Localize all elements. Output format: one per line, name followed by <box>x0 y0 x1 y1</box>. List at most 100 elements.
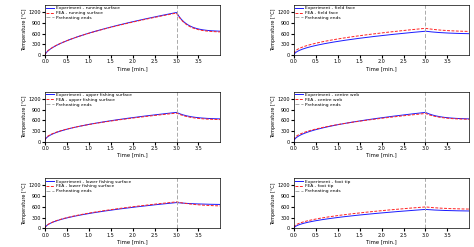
Preheating ends <box>423 140 428 143</box>
Preheating ends <box>173 227 179 230</box>
Line: FEA - running surface: FEA - running surface <box>45 13 220 55</box>
FEA - centre web <box>435 116 441 119</box>
FEA - field face <box>463 30 468 33</box>
Experiment - centre web <box>422 111 428 114</box>
Line: Experiment - running surface: Experiment - running surface <box>45 13 220 55</box>
FEA - centre web <box>463 118 468 121</box>
Preheating ends <box>173 227 179 230</box>
Experiment - running surface <box>218 30 223 33</box>
Preheating ends <box>173 54 179 57</box>
FEA - field face <box>466 30 472 33</box>
FEA - upper fishing surface <box>127 117 132 120</box>
FEA - lower fishing surface <box>146 203 152 206</box>
Experiment - centre web <box>466 117 472 120</box>
Legend: Experiment - lower fishing surface, FEA - lower fishing surface, Preheating ends: Experiment - lower fishing surface, FEA … <box>46 179 131 194</box>
Preheating ends <box>423 227 428 230</box>
Experiment - foot tip <box>386 211 392 214</box>
Experiment - lower fishing surface <box>214 203 219 206</box>
Line: FEA - centre web: FEA - centre web <box>294 113 469 140</box>
FEA - upper fishing surface <box>218 118 223 121</box>
X-axis label: Time [min.]: Time [min.] <box>117 239 148 244</box>
Preheating ends <box>423 140 428 143</box>
FEA - upper fishing surface <box>126 117 131 120</box>
FEA - lower fishing surface <box>186 203 192 206</box>
FEA - foot tip <box>463 207 468 210</box>
Y-axis label: Temperature [°C]: Temperature [°C] <box>22 9 27 51</box>
Experiment - centre web <box>395 114 401 117</box>
Experiment - running surface <box>186 24 192 27</box>
FEA - upper fishing surface <box>137 116 143 119</box>
FEA - foot tip <box>422 206 428 208</box>
FEA - foot tip <box>395 208 401 211</box>
FEA - upper fishing surface <box>42 139 48 142</box>
FEA - lower fishing surface <box>127 206 132 209</box>
Line: FEA - field face: FEA - field face <box>294 28 469 54</box>
FEA - running surface <box>173 12 179 15</box>
Experiment - lower fishing surface <box>126 206 131 209</box>
Experiment - centre web <box>435 115 441 118</box>
Experiment - upper fishing surface <box>214 117 219 120</box>
Experiment - upper fishing surface <box>173 111 179 114</box>
FEA - centre web <box>466 118 472 121</box>
Experiment - field face <box>386 33 392 36</box>
Experiment - field face <box>374 35 380 38</box>
Preheating ends <box>423 227 428 230</box>
FEA - field face <box>375 32 381 35</box>
Y-axis label: Temperature [°C]: Temperature [°C] <box>271 95 276 138</box>
FEA - centre web <box>291 138 297 141</box>
Experiment - centre web <box>375 117 381 120</box>
Experiment - running surface <box>42 54 48 57</box>
Experiment - running surface <box>126 21 131 24</box>
Experiment - lower fishing surface <box>42 227 48 230</box>
FEA - foot tip <box>435 206 441 209</box>
FEA - field face <box>435 28 441 31</box>
Experiment - foot tip <box>463 209 468 212</box>
Preheating ends <box>423 54 428 57</box>
Experiment - lower fishing surface <box>146 204 152 207</box>
Experiment - upper fishing surface <box>218 117 223 120</box>
Experiment - upper fishing surface <box>42 139 48 142</box>
Experiment - lower fishing surface <box>137 205 143 208</box>
Experiment - foot tip <box>422 208 428 211</box>
FEA - lower fishing surface <box>173 200 179 203</box>
FEA - running surface <box>146 17 152 20</box>
Line: FEA - upper fishing surface: FEA - upper fishing surface <box>45 113 220 140</box>
FEA - field face <box>374 32 380 35</box>
FEA - running surface <box>218 30 223 33</box>
FEA - upper fishing surface <box>214 118 219 121</box>
FEA - centre web <box>386 116 392 119</box>
Experiment - field face <box>463 32 468 35</box>
X-axis label: Time [min.]: Time [min.] <box>366 66 397 71</box>
Experiment - foot tip <box>435 209 441 212</box>
FEA - upper fishing surface <box>186 116 192 119</box>
Line: Experiment - lower fishing surface: Experiment - lower fishing surface <box>45 203 220 228</box>
Experiment - field face <box>395 32 401 35</box>
FEA - field face <box>422 27 428 30</box>
FEA - lower fishing surface <box>42 227 48 230</box>
Preheating ends <box>173 140 179 143</box>
Experiment - centre web <box>386 115 392 118</box>
Experiment - foot tip <box>374 212 380 215</box>
FEA - upper fishing surface <box>173 112 179 115</box>
Experiment - foot tip <box>466 209 472 212</box>
Line: Experiment - centre web: Experiment - centre web <box>294 112 469 142</box>
Experiment - lower fishing surface <box>173 201 179 204</box>
Experiment - running surface <box>127 21 132 24</box>
Y-axis label: Temperature [°C]: Temperature [°C] <box>22 95 27 138</box>
Preheating ends <box>173 54 179 57</box>
Experiment - foot tip <box>395 210 401 213</box>
FEA - lower fishing surface <box>137 204 143 207</box>
FEA - running surface <box>214 30 219 33</box>
Line: Experiment - foot tip: Experiment - foot tip <box>294 209 469 228</box>
FEA - lower fishing surface <box>218 205 223 207</box>
Experiment - upper fishing surface <box>126 117 131 120</box>
Legend: Experiment - foot tip, FEA - foot tip, Preheating ends: Experiment - foot tip, FEA - foot tip, P… <box>295 179 350 194</box>
Y-axis label: Temperature [°C]: Temperature [°C] <box>271 182 276 225</box>
FEA - lower fishing surface <box>126 206 131 209</box>
FEA - running surface <box>186 25 192 28</box>
FEA - upper fishing surface <box>146 115 152 118</box>
Experiment - upper fishing surface <box>186 115 192 118</box>
Experiment - running surface <box>146 17 152 20</box>
FEA - lower fishing surface <box>214 204 219 207</box>
Experiment - centre web <box>374 117 380 120</box>
